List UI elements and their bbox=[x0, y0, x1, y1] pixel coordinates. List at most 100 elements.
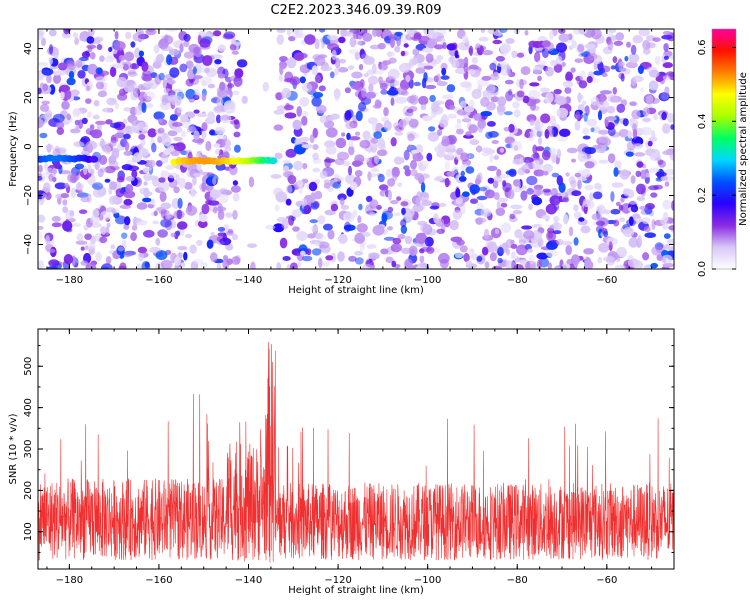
heatmap-cell bbox=[288, 36, 296, 42]
heatmap-cell bbox=[614, 98, 620, 103]
heatmap-cell bbox=[299, 96, 310, 107]
heatmap-cell bbox=[184, 233, 193, 239]
heatmap-cell bbox=[426, 152, 433, 162]
heatmap-cell bbox=[130, 91, 139, 101]
heatmap-cell bbox=[527, 248, 534, 253]
heatmap-cell bbox=[193, 130, 200, 141]
heatmap-cell bbox=[559, 128, 571, 137]
heatmap-cell bbox=[493, 155, 499, 160]
heatmap-cell bbox=[633, 152, 646, 157]
heatmap-cell bbox=[370, 137, 379, 144]
heatmap-cell bbox=[158, 177, 166, 183]
heatmap-cell bbox=[600, 65, 611, 73]
heatmap-cell bbox=[470, 198, 478, 204]
heatmap-cell bbox=[92, 114, 100, 120]
heatmap-cell bbox=[630, 175, 636, 184]
heatmap-cell bbox=[276, 29, 286, 33]
heatmap-cell bbox=[276, 262, 282, 269]
heatmap-cell bbox=[505, 170, 516, 176]
heatmap-cell bbox=[275, 92, 282, 101]
heatmap-cell bbox=[41, 100, 50, 105]
heatmap-cell bbox=[222, 258, 230, 269]
heatmap-cell bbox=[514, 229, 523, 239]
heatmap-cell bbox=[518, 259, 529, 264]
heatmap-cell bbox=[625, 151, 634, 157]
heatmap-cell bbox=[52, 113, 65, 123]
heatmap-cell bbox=[357, 215, 362, 224]
heatmap-cell bbox=[77, 189, 83, 196]
heatmap-cell bbox=[669, 153, 674, 161]
heatmap-cell bbox=[200, 262, 208, 268]
heatmap-cell bbox=[66, 113, 72, 121]
snr-ylabel: SNR (10 * v/v) bbox=[8, 413, 19, 484]
heatmap-cell bbox=[314, 74, 322, 84]
heatmap-cell bbox=[531, 197, 543, 206]
y-tick-label: 400 bbox=[23, 398, 34, 417]
heatmap-cell bbox=[452, 209, 463, 220]
heatmap-cell bbox=[118, 88, 126, 96]
heatmap-cell bbox=[52, 167, 57, 175]
heatmap-cell bbox=[596, 206, 603, 212]
heatmap-cell bbox=[100, 226, 107, 235]
heatmap-cell bbox=[279, 237, 288, 249]
heatmap-cell bbox=[584, 147, 596, 155]
heatmap-cell bbox=[77, 70, 86, 79]
heatmap-cell bbox=[159, 191, 167, 202]
heatmap-cell bbox=[142, 74, 153, 82]
heatmap-cell bbox=[302, 83, 313, 93]
heatmap-cell bbox=[400, 201, 409, 207]
heatmap-cell bbox=[613, 167, 619, 177]
heatmap-cell bbox=[533, 169, 545, 177]
heatmap-cell bbox=[428, 126, 436, 132]
heatmap-cell bbox=[92, 208, 100, 218]
heatmap-cell bbox=[463, 134, 474, 139]
heatmap-cell bbox=[318, 29, 326, 33]
heatmap-cell bbox=[318, 85, 326, 92]
heatmap-cell bbox=[497, 197, 509, 203]
heatmap-cell bbox=[425, 84, 437, 90]
heatmap-cell bbox=[626, 141, 636, 151]
heatmap-cell bbox=[311, 248, 322, 256]
heatmap-cell bbox=[486, 83, 496, 94]
heatmap-cell bbox=[449, 219, 459, 231]
y-tick-label: −40 bbox=[23, 234, 34, 255]
heatmap-cell bbox=[577, 151, 588, 162]
heatmap-cell bbox=[306, 248, 312, 256]
heatmap-cell bbox=[532, 66, 542, 75]
heatmap-cell bbox=[408, 78, 414, 89]
heatmap-cell bbox=[199, 38, 211, 48]
heatmap-cell bbox=[61, 31, 71, 39]
heatmap-cell bbox=[412, 48, 420, 56]
heatmap-cell bbox=[635, 170, 642, 177]
heatmap-cell bbox=[110, 244, 115, 250]
heatmap-cell bbox=[145, 29, 157, 36]
heatmap-cell bbox=[282, 256, 291, 261]
heatmap-cell bbox=[590, 78, 600, 84]
heatmap-cell bbox=[354, 250, 364, 256]
heatmap-cell bbox=[75, 59, 83, 68]
heatmap-cell bbox=[420, 35, 432, 42]
heatmap-cell bbox=[584, 184, 594, 191]
heatmap-cell bbox=[250, 261, 256, 269]
heatmap-cell bbox=[541, 150, 551, 161]
heatmap-cell bbox=[379, 184, 389, 191]
heatmap-cell bbox=[147, 159, 156, 168]
heatmap-cell bbox=[667, 113, 674, 123]
heatmap-cell bbox=[116, 77, 128, 88]
heatmap-cell bbox=[471, 57, 479, 64]
heatmap-cell bbox=[403, 43, 409, 48]
heatmap-cell bbox=[143, 166, 152, 172]
heatmap-cell bbox=[561, 62, 566, 67]
heatmap-cell bbox=[480, 208, 492, 218]
heatmap-cell bbox=[534, 51, 541, 63]
heatmap-cell bbox=[117, 246, 124, 252]
heatmap-cell bbox=[219, 188, 228, 194]
heatmap-cell bbox=[481, 75, 492, 81]
heatmap-cell bbox=[58, 62, 68, 68]
heatmap-cell bbox=[400, 50, 406, 57]
heatmap-cell bbox=[338, 36, 346, 44]
heatmap-cell bbox=[106, 222, 111, 228]
heatmap-cell bbox=[530, 98, 541, 104]
heatmap-cell bbox=[407, 133, 415, 142]
heatmap-cell bbox=[434, 145, 445, 153]
